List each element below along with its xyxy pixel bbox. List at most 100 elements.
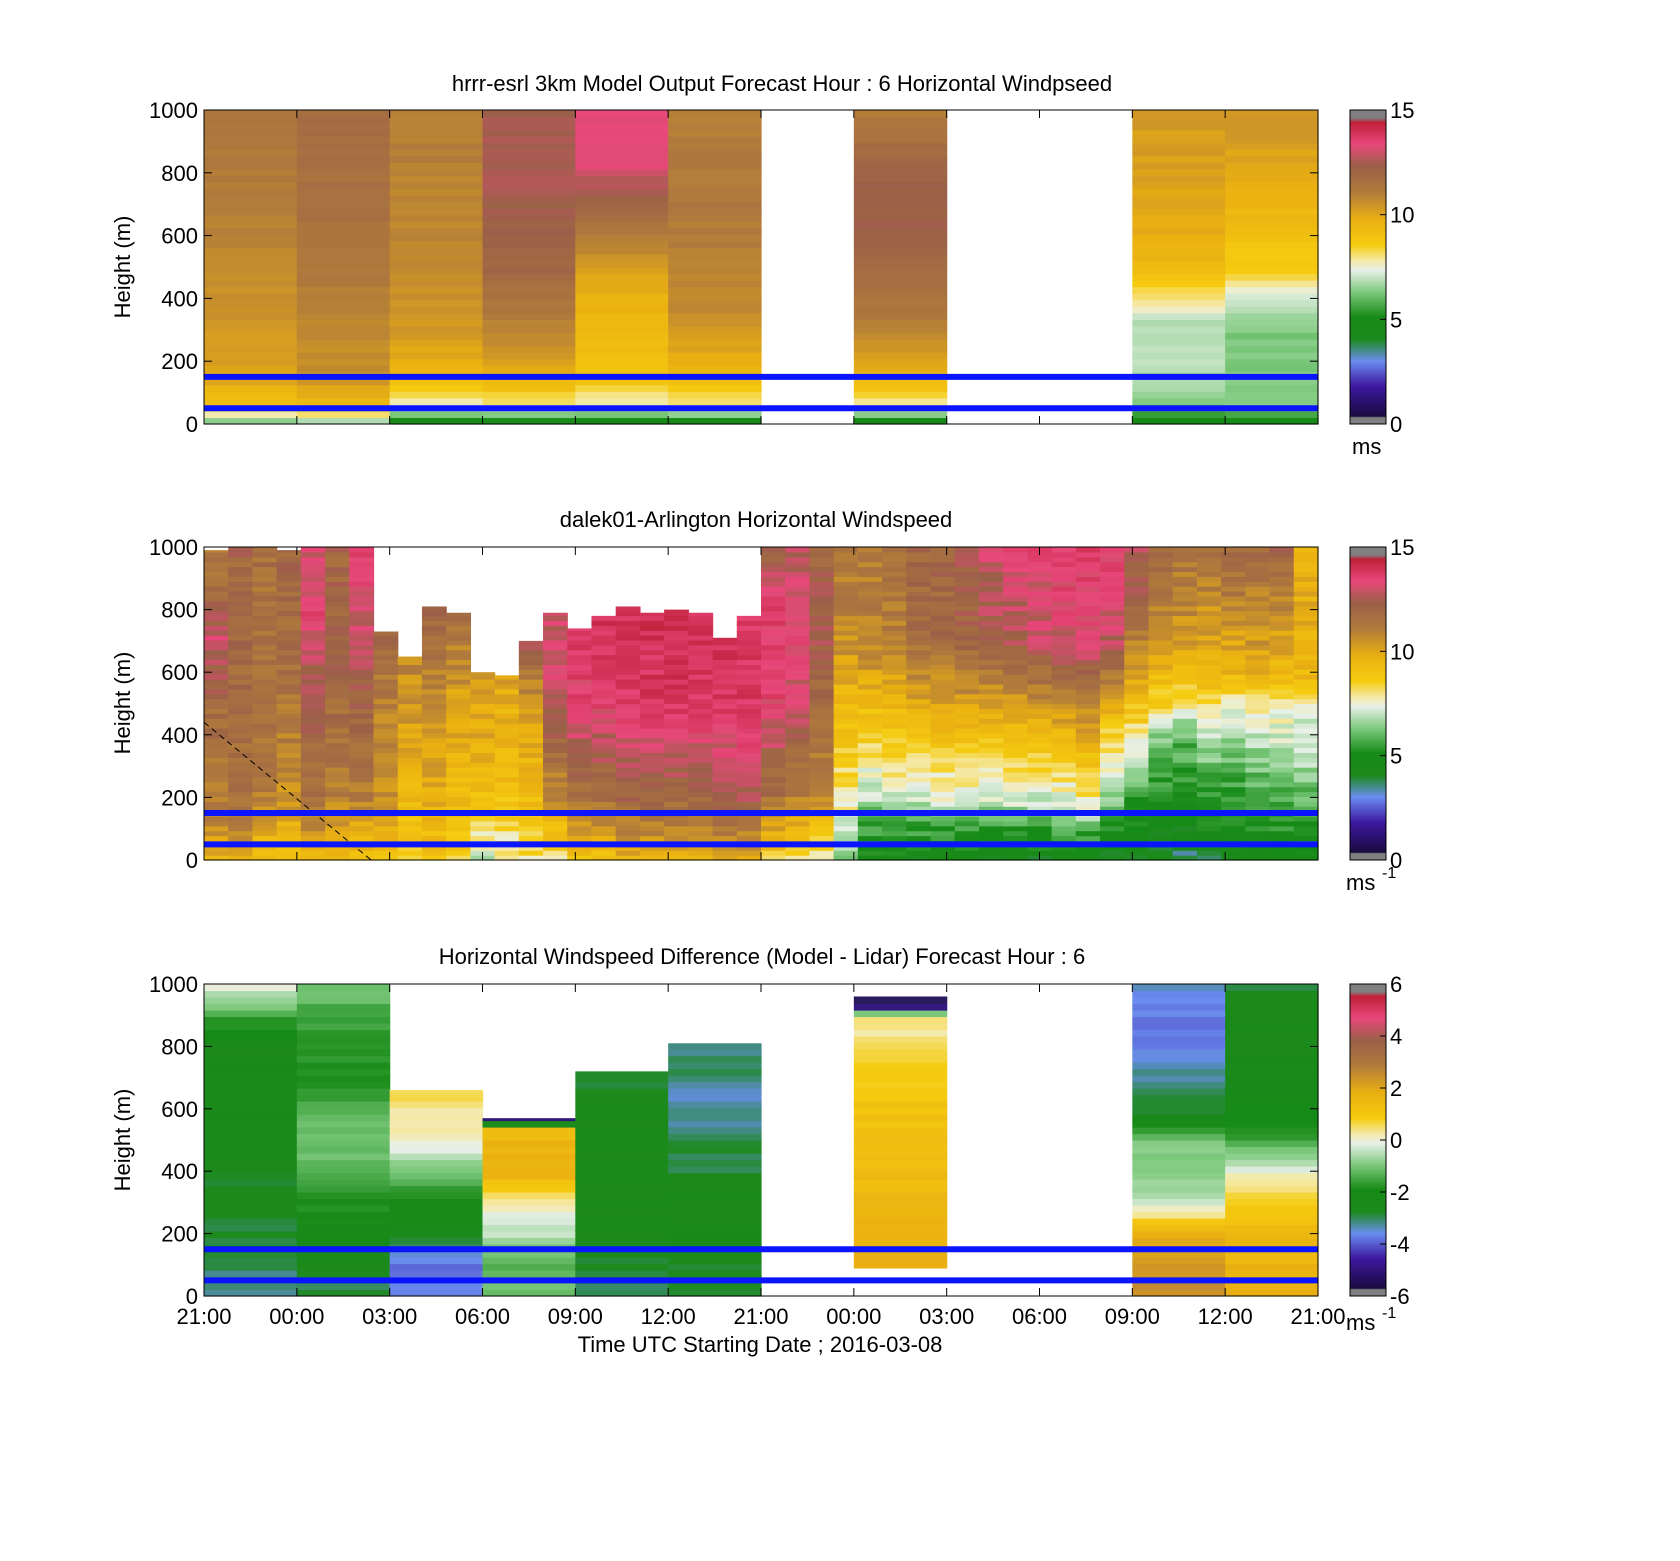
heatmap-cell	[373, 762, 399, 768]
heatmap-cell	[761, 767, 786, 773]
heatmap-cell	[494, 815, 520, 822]
heatmap-cell	[712, 796, 738, 802]
heatmap-cell	[1221, 644, 1246, 651]
heatmap-cell	[296, 1068, 391, 1076]
heatmap-cell	[853, 1075, 948, 1083]
heatmap-cell	[575, 1289, 669, 1297]
heatmap-cell	[1100, 801, 1125, 807]
heatmap-cell	[1003, 674, 1028, 680]
heatmap-cell	[809, 855, 835, 861]
heatmap-cell	[1051, 737, 1077, 744]
heatmap-cell	[1027, 630, 1053, 636]
heatmap-cell	[1172, 630, 1198, 636]
heatmap-cell	[857, 732, 883, 739]
heatmap-cell	[421, 830, 447, 837]
heatmap-cell	[325, 610, 350, 617]
heatmap-cell	[482, 149, 576, 157]
heatmap-cell	[300, 757, 326, 763]
heatmap-cell	[668, 1114, 762, 1122]
heatmap-cell	[482, 1237, 576, 1245]
heatmap-cell	[1221, 713, 1246, 719]
heatmap-cell	[300, 806, 326, 812]
heatmap-cell	[736, 776, 762, 783]
heatmap-cell	[1075, 625, 1101, 631]
heatmap-cell	[204, 649, 229, 656]
heatmap-cell	[712, 791, 738, 798]
heatmap-cell	[349, 635, 375, 641]
heatmap-cell	[204, 1055, 298, 1063]
heatmap-cell	[482, 306, 576, 314]
heatmap-cell	[575, 188, 669, 196]
heatmap-cell	[567, 791, 593, 798]
heatmap-cell	[668, 1127, 762, 1135]
heatmap-cell	[954, 576, 980, 582]
heatmap-cell	[853, 168, 948, 177]
heatmap-cell	[882, 703, 907, 709]
heatmap-cell	[373, 713, 399, 719]
colorbar-unit-exponent: -1	[1382, 865, 1396, 882]
heatmap-cell	[397, 806, 423, 812]
heatmap-cell	[1225, 1146, 1319, 1154]
heatmap-cell	[1196, 855, 1222, 861]
heatmap-cell	[276, 581, 302, 587]
heatmap-cell	[954, 708, 980, 714]
heatmap-cell	[668, 155, 762, 163]
heatmap-cell	[204, 1283, 298, 1291]
heatmap-cell	[833, 850, 859, 856]
heatmap-cell	[668, 110, 762, 118]
heatmap-cell	[373, 855, 399, 861]
heatmap-cell	[882, 561, 907, 568]
heatmap-cell	[1172, 683, 1198, 690]
heatmap-cell	[591, 703, 617, 709]
heatmap-cell	[1003, 654, 1028, 661]
heatmap-cell	[421, 732, 447, 739]
heatmap-cell	[853, 175, 948, 183]
heatmap-cell	[1245, 820, 1271, 827]
heatmap-cell	[1148, 615, 1174, 621]
heatmap-cell	[421, 762, 447, 768]
heatmap-cell	[1132, 1081, 1226, 1089]
heatmap-cell	[853, 1055, 948, 1063]
heatmap-cell	[1075, 664, 1101, 670]
heatmap-cell	[668, 358, 762, 366]
heatmap-cell	[300, 600, 326, 607]
heatmap-cell	[389, 397, 484, 405]
heatmap-cell	[906, 771, 932, 778]
heatmap-cell	[954, 693, 980, 700]
heatmap-cell	[809, 747, 835, 754]
heatmap-cell	[785, 561, 811, 568]
heatmap-cell	[1245, 547, 1271, 553]
heatmap-cell	[954, 654, 980, 661]
heatmap-cell	[1075, 703, 1101, 709]
heatmap-cell	[389, 136, 484, 144]
colorbar-unit-exponent: -1	[1382, 1305, 1396, 1322]
heatmap-cell	[296, 1049, 391, 1057]
colorbar-tick-label: 10	[1390, 203, 1414, 228]
heatmap-cell	[276, 708, 302, 714]
heatmap-cell	[373, 679, 399, 685]
heatmap-cell	[978, 727, 1004, 734]
heatmap-cell	[446, 825, 471, 832]
heatmap-cell	[785, 595, 811, 602]
heatmap-cell	[421, 806, 447, 812]
heatmap-cell	[349, 595, 375, 602]
heatmap-cell	[1269, 615, 1295, 621]
heatmap-cell	[688, 791, 714, 798]
heatmap-cell	[736, 649, 762, 656]
heatmap-cell	[906, 679, 932, 685]
heatmap-cell	[1132, 273, 1226, 281]
heatmap-cell	[1003, 625, 1028, 631]
heatmap-cell	[761, 556, 786, 563]
heatmap-cell	[300, 581, 326, 587]
heatmap-cell	[668, 286, 762, 294]
heatmap-cell	[325, 620, 350, 626]
heatmap-cell	[833, 620, 859, 626]
heatmap-cell	[857, 639, 883, 646]
heatmap-cell	[853, 1198, 948, 1206]
heatmap-cell	[1124, 659, 1150, 665]
heatmap-cell	[228, 591, 254, 597]
heatmap-cell	[591, 654, 617, 661]
heatmap-cell	[639, 781, 665, 788]
heatmap-cell	[349, 649, 375, 656]
heatmap-cell	[421, 654, 447, 661]
